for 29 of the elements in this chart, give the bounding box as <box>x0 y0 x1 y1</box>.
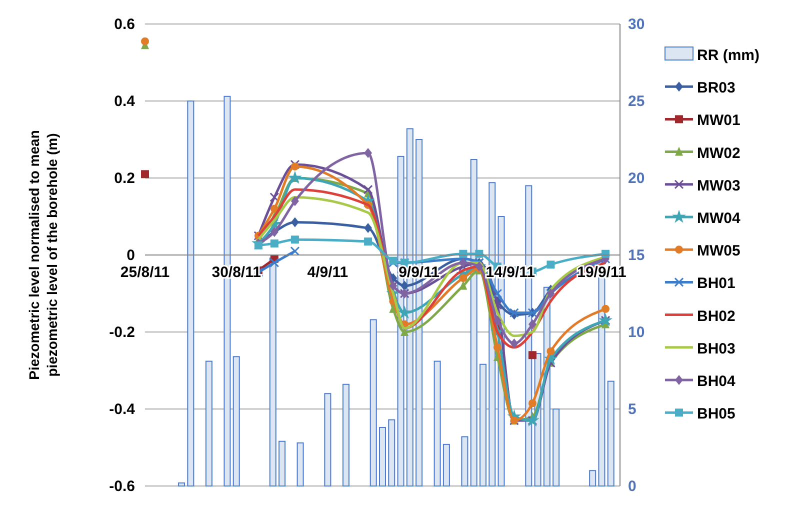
y-tick-label: 0.4 <box>114 93 136 110</box>
y2-tick-label: 15 <box>628 247 645 264</box>
y-tick-label: -0.2 <box>109 324 135 341</box>
legend-label: BH03 <box>697 340 736 358</box>
legend-label: RR (mm) <box>697 47 760 64</box>
y-tick-label: 0.2 <box>114 170 135 187</box>
legend-label: MW01 <box>697 112 740 130</box>
y-tick-label: 0.6 <box>114 16 135 33</box>
legend-label: BH05 <box>697 406 736 423</box>
legend-label: BH04 <box>697 373 736 390</box>
legend-label: BH01 <box>697 275 736 292</box>
y-tick-label: 0 <box>126 247 135 264</box>
y-axis-title: Piezometric level normalised to mean piezometric level of the borehole (m) <box>26 130 60 380</box>
x-tick-label: 25/8/11 <box>120 264 170 281</box>
legend-label: MW04 <box>697 210 741 227</box>
legend-label: MW05 <box>697 242 740 260</box>
y2-tick-label: 20 <box>628 170 645 187</box>
x-tick-label: 4/9/11 <box>307 264 348 281</box>
legend-label: BR03 <box>697 80 736 97</box>
y2-tick-label: 30 <box>628 16 645 33</box>
y2-tick-label: 0 <box>628 478 636 495</box>
legend-label: MW02 <box>697 144 740 162</box>
y2-tick-label: 5 <box>628 401 636 418</box>
y-tick-label: -0.6 <box>109 478 135 495</box>
y2-tick-label: 10 <box>628 324 645 341</box>
y2-tick-label: 25 <box>628 93 645 110</box>
legend-label: MW03 <box>697 177 740 194</box>
legend-label: BH02 <box>697 308 736 325</box>
y-tick-label: -0.4 <box>109 401 136 418</box>
